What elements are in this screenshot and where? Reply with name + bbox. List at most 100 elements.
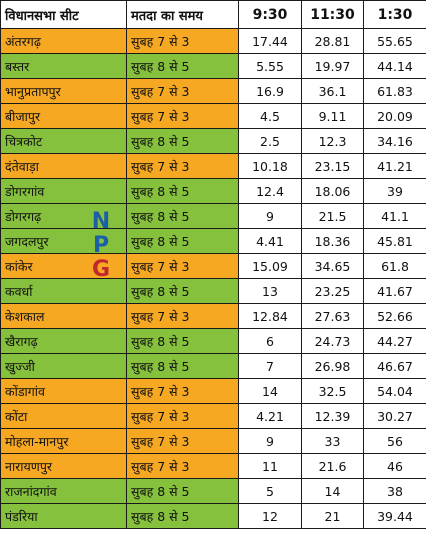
seat-name-cell: अंतरगढ़ — [0, 28, 127, 54]
turnout-1130-cell: 23.25 — [301, 278, 364, 304]
seat-name-cell: खुज्जी — [0, 353, 127, 379]
table-row: नारायणपुर सुबह 7 से 3 11 21.6 46 — [0, 453, 426, 479]
turnout-130-cell: 44.14 — [363, 53, 426, 79]
turnout-130-cell: 54.04 — [363, 378, 426, 404]
turnout-1130-cell: 19.97 — [301, 53, 364, 79]
turnout-1130-cell: 24.73 — [301, 328, 364, 354]
seat-name-cell: कोंडागांव — [0, 378, 127, 404]
table-row: अंतरगढ़ सुबह 7 से 3 17.44 28.81 55.65 — [0, 28, 426, 54]
table-header: विधानसभा सीट मतदा का समय 9:30 11:30 1:30 — [0, 0, 426, 29]
table-row: पंडरिया सुबह 8 से 5 12 21 39.44 — [0, 503, 426, 529]
voting-time-cell: सुबह 7 से 3 — [126, 28, 239, 54]
turnout-130-cell: 45.81 — [363, 228, 426, 254]
turnout-130-cell: 56 — [363, 428, 426, 454]
seat-name-cell: कोंटा — [0, 403, 127, 429]
table-row: खुज्जी सुबह 8 से 5 7 26.98 46.67 — [0, 353, 426, 379]
turnout-930-cell: 16.9 — [238, 78, 302, 104]
turnout-1130-cell: 33 — [301, 428, 364, 454]
turnout-130-cell: 44.27 — [363, 328, 426, 354]
turnout-130-cell: 34.16 — [363, 128, 426, 154]
voting-time-cell: सुबह 7 से 3 — [126, 103, 239, 129]
turnout-1130-cell: 28.81 — [301, 28, 364, 54]
turnout-1130-cell: 34.65 — [301, 253, 364, 279]
table-row: चित्रकोट सुबह 8 से 5 2.5 12.3 34.16 — [0, 128, 426, 154]
seat-name-cell: खैरागढ़ — [0, 328, 127, 354]
turnout-130-cell: 39.44 — [363, 503, 426, 529]
turnout-1130-cell: 27.63 — [301, 303, 364, 329]
voting-time-cell: सुबह 7 से 3 — [126, 303, 239, 329]
voting-time-cell: सुबह 8 से 5 — [126, 128, 239, 154]
turnout-130-cell: 41.67 — [363, 278, 426, 304]
turnout-1130-cell: 23.15 — [301, 153, 364, 179]
turnout-930-cell: 4.5 — [238, 103, 302, 129]
voting-time-cell: सुबह 7 से 3 — [126, 153, 239, 179]
turnout-930-cell: 17.44 — [238, 28, 302, 54]
turnout-930-cell: 12.4 — [238, 178, 302, 204]
turnout-1130-cell: 21 — [301, 503, 364, 529]
seat-name-cell: कवर्धा — [0, 278, 127, 304]
turnout-130-cell: 30.27 — [363, 403, 426, 429]
seat-name-cell: राजनांदगांव — [0, 478, 127, 504]
turnout-130-cell: 55.65 — [363, 28, 426, 54]
turnout-1130-cell: 21.5 — [301, 203, 364, 229]
table-row: बीजापुर सुबह 7 से 3 4.5 9.11 20.09 — [0, 103, 426, 129]
turnout-1130-cell: 9.11 — [301, 103, 364, 129]
seat-name-cell: नारायणपुर — [0, 453, 127, 479]
header-time: मतदा का समय — [126, 0, 239, 29]
voting-time-cell: सुबह 8 से 5 — [126, 228, 239, 254]
turnout-130-cell: 61.83 — [363, 78, 426, 104]
turnout-130-cell: 61.8 — [363, 253, 426, 279]
seat-name-cell: डोगरगढ़ — [0, 203, 127, 229]
turnout-930-cell: 4.41 — [238, 228, 302, 254]
turnout-130-cell: 46.67 — [363, 353, 426, 379]
seat-name-cell: केशकाल — [0, 303, 127, 329]
turnout-130-cell: 46 — [363, 453, 426, 479]
turnout-930-cell: 11 — [238, 453, 302, 479]
turnout-130-cell: 52.66 — [363, 303, 426, 329]
turnout-930-cell: 13 — [238, 278, 302, 304]
turnout-1130-cell: 18.06 — [301, 178, 364, 204]
voting-time-cell: सुबह 7 से 3 — [126, 403, 239, 429]
header-130: 1:30 — [363, 0, 426, 29]
turnout-930-cell: 9 — [238, 203, 302, 229]
header-930: 9:30 — [238, 0, 302, 29]
seat-name-cell: चित्रकोट — [0, 128, 127, 154]
voting-time-cell: सुबह 7 से 3 — [126, 378, 239, 404]
seat-name-cell: बस्तर — [0, 53, 127, 79]
turnout-130-cell: 41.1 — [363, 203, 426, 229]
voting-time-cell: सुबह 8 से 5 — [126, 328, 239, 354]
seat-name-cell: भानुप्रतापपुर — [0, 78, 127, 104]
voting-time-cell: सुबह 8 से 5 — [126, 53, 239, 79]
turnout-130-cell: 20.09 — [363, 103, 426, 129]
voting-time-cell: सुबह 8 से 5 — [126, 353, 239, 379]
seat-name-cell: बीजापुर — [0, 103, 127, 129]
table-row: डोगरगांव सुबह 8 से 5 12.4 18.06 39 — [0, 178, 426, 204]
turnout-930-cell: 5.55 — [238, 53, 302, 79]
seat-name-cell: पंडरिया — [0, 503, 127, 529]
turnout-930-cell: 5 — [238, 478, 302, 504]
turnout-130-cell: 41.21 — [363, 153, 426, 179]
voting-time-cell: सुबह 7 से 3 — [126, 453, 239, 479]
table-row: राजनांदगांव सुबह 8 से 5 5 14 38 — [0, 478, 426, 504]
table-body: अंतरगढ़ सुबह 7 से 3 17.44 28.81 55.65 बस्तर सु… — [0, 28, 426, 529]
header-row: विधानसभा सीट मतदा का समय 9:30 11:30 1:30 — [0, 0, 426, 29]
table-row: कोंडागांव सुबह 7 से 3 14 32.5 54.04 — [0, 378, 426, 404]
turnout-1130-cell: 32.5 — [301, 378, 364, 404]
table-row: कोंटा सुबह 7 से 3 4.21 12.39 30.27 — [0, 403, 426, 429]
voting-time-cell: सुबह 8 से 5 — [126, 503, 239, 529]
turnout-1130-cell: 26.98 — [301, 353, 364, 379]
header-seat: विधानसभा सीट — [0, 0, 127, 29]
voting-time-cell: सुबह 8 से 5 — [126, 178, 239, 204]
table-row: डोगरगढ़ सुबह 8 से 5 9 21.5 41.1 — [0, 203, 426, 229]
seat-name-cell: मोहला-मानपुर — [0, 428, 127, 454]
turnout-1130-cell: 21.6 — [301, 453, 364, 479]
table-row: खैरागढ़ सुबह 8 से 5 6 24.73 44.27 — [0, 328, 426, 354]
voting-time-cell: सुबह 8 से 5 — [126, 478, 239, 504]
turnout-930-cell: 12.84 — [238, 303, 302, 329]
seat-name-cell: दंतेवाड़ा — [0, 153, 127, 179]
table-row: दंतेवाड़ा सुबह 7 से 3 10.18 23.15 41.21 — [0, 153, 426, 179]
voting-time-cell: सुबह 8 से 5 — [126, 278, 239, 304]
turnout-930-cell: 14 — [238, 378, 302, 404]
turnout-930-cell: 7 — [238, 353, 302, 379]
seat-name-cell: कांकेर — [0, 253, 127, 279]
